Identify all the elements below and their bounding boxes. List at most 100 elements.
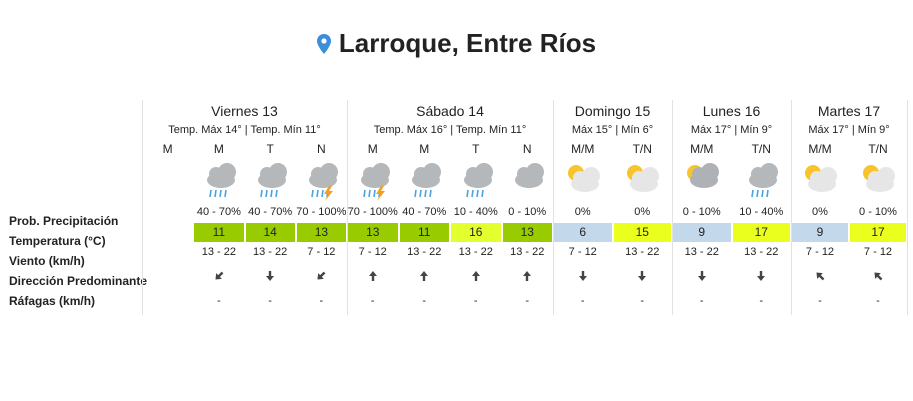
gusts: - (699, 295, 704, 307)
gusts: - (370, 295, 375, 307)
wind-direction (347, 269, 399, 287)
wind-direction (502, 269, 554, 287)
temperature: 13 (296, 223, 346, 242)
temperature: 13 (502, 223, 552, 242)
period-label: M/M (571, 142, 595, 156)
temperature: 16 (451, 223, 501, 242)
temperature: 14 (245, 223, 295, 242)
location-pin (316, 34, 331, 54)
period-label: M (419, 142, 430, 156)
precipitation: 0 - 10% (682, 206, 721, 218)
wind: 13 - 22 (744, 246, 779, 258)
gusts: - (525, 295, 530, 307)
gusts: - (319, 295, 324, 307)
day-name: Viernes 13 (211, 103, 278, 119)
wind: 13 - 22 (684, 246, 719, 258)
day-name: Domingo 15 (574, 103, 651, 119)
row-label: Viento (km/h) (9, 254, 85, 268)
wind-direction (399, 269, 451, 287)
weather-icon (791, 160, 849, 207)
precipitation: 0% (812, 206, 828, 218)
period-label: M (367, 142, 378, 156)
wind: 13 - 22 (458, 246, 493, 258)
day-name: Sábado 14 (416, 103, 484, 119)
precipitation: 10 - 40% (453, 206, 498, 218)
day-separator (347, 100, 348, 315)
wind: 13 - 22 (253, 246, 288, 258)
wind: 7 - 12 (307, 246, 336, 258)
weather-icon (553, 160, 613, 207)
weather-icon (732, 160, 792, 207)
day-summary: Máx 15° | Mín 6° (571, 124, 654, 136)
period-label: T (266, 142, 274, 156)
temperature: 9 (673, 223, 731, 242)
day-separator (672, 100, 673, 315)
title-bar: Larroque, Entre Ríos (0, 28, 913, 59)
period-label: T/N (868, 142, 888, 156)
wind-direction (672, 269, 732, 287)
wind-direction (791, 269, 849, 287)
weather-icon (347, 160, 399, 207)
gusts: - (580, 295, 585, 307)
weather-icon (296, 160, 347, 207)
period-label: M/M (690, 142, 714, 156)
weather-icon (399, 160, 451, 207)
location-title: Larroque, Entre Ríos (338, 28, 597, 58)
weather-icon (193, 160, 244, 207)
wind: 13 - 22 (510, 246, 545, 258)
temperature: 11 (399, 223, 449, 242)
period-label: M (162, 142, 173, 156)
day-summary: Máx 17° | Mín 9° (690, 124, 773, 136)
gusts: - (818, 295, 822, 307)
precipitation: 70 - 100% (347, 206, 398, 218)
gusts: - (759, 295, 764, 307)
precipitation: 40 - 70% (402, 206, 447, 218)
gusts: - (268, 295, 272, 307)
wind-direction (553, 269, 613, 287)
day-name: Martes 17 (817, 103, 881, 119)
day-separator (907, 100, 908, 315)
wind: 7 - 12 (568, 246, 597, 258)
day-summary: Temp. Máx 14° | Temp. Mín 11° (168, 124, 321, 136)
wind-direction (450, 269, 502, 287)
period-label: T/N (632, 142, 652, 156)
wind-direction (245, 269, 296, 287)
wind: 7 - 12 (358, 246, 387, 258)
weather-icon (450, 160, 502, 207)
row-label: Dirección Predominante (9, 274, 148, 288)
day-summary: Máx 17° | Mín 9° (808, 124, 890, 136)
period-label: T (472, 142, 480, 156)
wind: 7 - 12 (863, 246, 893, 258)
gusts: - (876, 295, 880, 307)
precipitation: 40 - 70% (248, 206, 293, 218)
gusts: - (217, 295, 221, 307)
precipitation: 40 - 70% (196, 206, 241, 218)
temperature: 17 (850, 223, 906, 242)
day-separator (791, 100, 792, 315)
row-label: Ráfagas (km/h) (9, 294, 96, 308)
day-separator (553, 100, 554, 315)
precipitation: 0 - 10% (859, 206, 897, 218)
gusts: - (473, 295, 478, 307)
day-name: Lunes 16 (702, 103, 761, 119)
precipitation: 0% (634, 206, 651, 218)
wind: 13 - 22 (407, 246, 442, 258)
temperature: 17 (732, 223, 790, 242)
period-label: M (213, 142, 224, 156)
weather-icon (613, 160, 673, 207)
period-label: N (522, 142, 532, 156)
temperature: 9 (792, 223, 848, 242)
weather-icon (502, 160, 554, 207)
weather-icon (245, 160, 296, 207)
gusts: - (640, 295, 645, 307)
wind: 13 - 22 (201, 246, 236, 258)
wind-direction (613, 269, 673, 287)
temperature: 13 (348, 223, 398, 242)
period-label: M/M (808, 142, 832, 156)
wind: 13 - 22 (625, 246, 660, 258)
temperature: 6 (554, 223, 612, 242)
period-label: N (317, 142, 326, 156)
row-label: Prob. Precipitación (9, 214, 119, 228)
weather-icon (672, 160, 732, 207)
